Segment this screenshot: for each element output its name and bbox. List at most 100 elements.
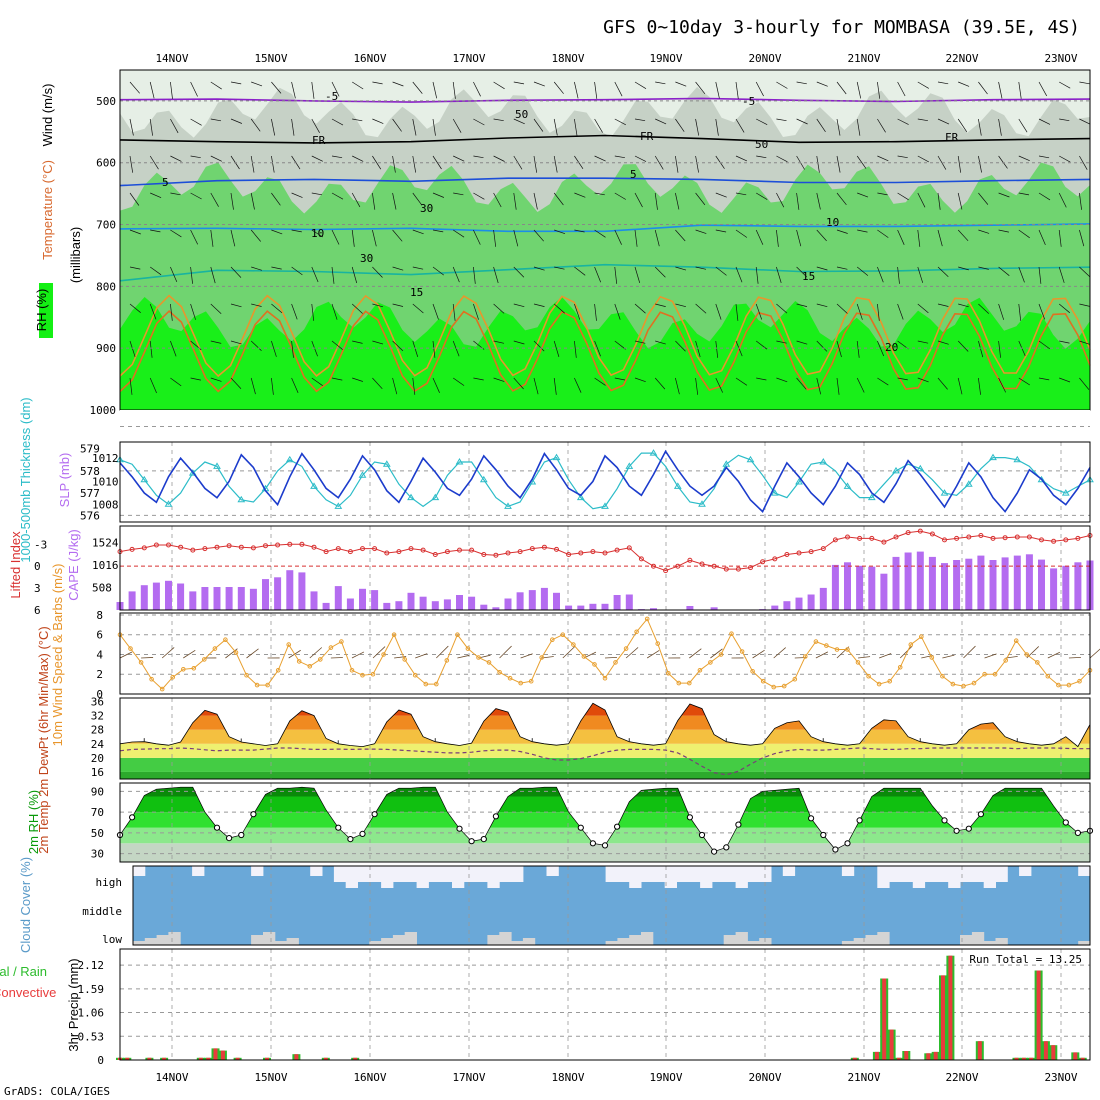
cloud-low-cell xyxy=(865,935,878,945)
wind-barb xyxy=(533,155,538,173)
rh-point-61 xyxy=(856,817,863,824)
wind-barb xyxy=(634,118,646,122)
wind-point-58 xyxy=(729,631,734,637)
wind-barb xyxy=(553,81,564,94)
wind-barb xyxy=(957,340,969,352)
cloud-low-cell xyxy=(747,941,760,945)
thickness-tick: 579 xyxy=(80,443,100,456)
rh-point-59 xyxy=(832,846,839,853)
cloud-low-cell xyxy=(1078,941,1091,945)
top-date-label: 17NOV xyxy=(452,52,485,65)
sfc-wind-barb xyxy=(1047,651,1060,659)
wind-barb xyxy=(897,118,909,125)
li-point-15 xyxy=(299,541,305,547)
cape-bar-36 xyxy=(553,592,560,610)
wind-barb xyxy=(1079,192,1082,210)
cloud-low-cell xyxy=(629,935,642,945)
cape-bar-44 xyxy=(650,608,657,610)
thickness-marker xyxy=(819,458,828,465)
precip-tick: 1.06 xyxy=(78,1007,105,1020)
wind-barb xyxy=(250,118,261,132)
cape-bar-75 xyxy=(1025,554,1033,610)
wind-barb xyxy=(594,340,601,357)
wind-point-48 xyxy=(623,646,629,651)
wind-barb xyxy=(493,377,505,382)
li-point-74 xyxy=(1014,534,1020,540)
thickness-marker xyxy=(140,475,149,483)
wind-barb xyxy=(432,81,438,99)
cape-bar-42 xyxy=(625,594,633,610)
cloud-high-cell xyxy=(357,866,370,882)
sfc-wind-barb xyxy=(436,645,449,659)
wind-barb xyxy=(594,81,598,99)
cloud-high-cell xyxy=(629,866,642,888)
wind-barb xyxy=(856,340,860,358)
wind-barb xyxy=(129,81,140,94)
wind-barb xyxy=(836,340,842,358)
wind-barb xyxy=(978,377,981,395)
cloud-high-cell xyxy=(463,866,477,882)
wind-point-64 xyxy=(792,676,798,682)
wind-barb xyxy=(250,192,255,210)
precip-frame xyxy=(119,948,1091,1061)
cloud-high-cell xyxy=(971,866,985,882)
li-point-61 xyxy=(857,535,863,541)
slp-tick: 1012 xyxy=(92,452,119,465)
wind-point-90 xyxy=(1066,682,1072,688)
wind-barb xyxy=(897,192,909,201)
wind-barb xyxy=(654,155,664,170)
precip-conv-bar-124 xyxy=(1029,1057,1034,1060)
wind-barb xyxy=(917,266,924,283)
thickness-marker xyxy=(989,453,997,461)
precip-conv-bar-131 xyxy=(1080,1057,1085,1060)
cape-bar-37 xyxy=(565,605,573,610)
wind-barb xyxy=(149,266,162,276)
wind-point-50 xyxy=(644,616,650,622)
cloud-high-cell xyxy=(475,866,488,882)
sfc-wind-barb xyxy=(183,649,196,659)
wind-point-37 xyxy=(507,675,513,681)
wind-barb xyxy=(210,303,222,314)
li-point-65 xyxy=(905,530,911,536)
isotherm-4 xyxy=(119,263,1091,282)
rh-point-51 xyxy=(735,821,742,828)
wind-barb xyxy=(432,266,445,276)
contour-label-11: 20 xyxy=(885,341,898,354)
ylabel-rh: 2m RH (%) xyxy=(26,790,41,854)
wind-barb xyxy=(473,229,481,245)
top-date-label: 19NOV xyxy=(649,52,682,65)
wind-barb xyxy=(251,81,263,87)
top-date-label: 16NOV xyxy=(353,52,386,65)
li-point-76 xyxy=(1039,537,1044,543)
precip-tick: 0 xyxy=(97,1054,104,1067)
cape-bar-57 xyxy=(807,594,815,610)
slp-line xyxy=(119,449,1091,513)
cape-bar-31 xyxy=(492,607,500,610)
cloud-high-cell xyxy=(652,866,666,882)
cloud-high-cell xyxy=(711,866,725,882)
li-line xyxy=(119,530,1091,572)
wind-barb xyxy=(352,81,364,90)
wind-point-4 xyxy=(159,686,165,692)
wind-point-49 xyxy=(634,629,639,635)
wind-point-20 xyxy=(328,645,334,650)
wind-barb xyxy=(533,340,545,352)
wind-barb xyxy=(150,192,162,199)
li-point-13 xyxy=(275,542,281,548)
wind-barb xyxy=(937,266,949,278)
cloud-low-cell xyxy=(144,938,158,945)
wind-barb xyxy=(372,118,384,124)
wind-barb xyxy=(1059,155,1071,163)
wind-barb xyxy=(917,155,929,163)
wind-barb xyxy=(453,155,465,162)
wind-barb xyxy=(129,340,136,357)
wind-barb xyxy=(1059,377,1071,383)
wind-barb xyxy=(957,155,962,173)
rh-point-47 xyxy=(686,814,694,821)
li-point-12 xyxy=(263,543,268,549)
wind-barb xyxy=(755,340,768,350)
wind-barb xyxy=(250,340,262,352)
wind-tick: 0 xyxy=(96,688,103,701)
wind-point-5 xyxy=(170,674,175,680)
wind-barb xyxy=(675,377,680,395)
